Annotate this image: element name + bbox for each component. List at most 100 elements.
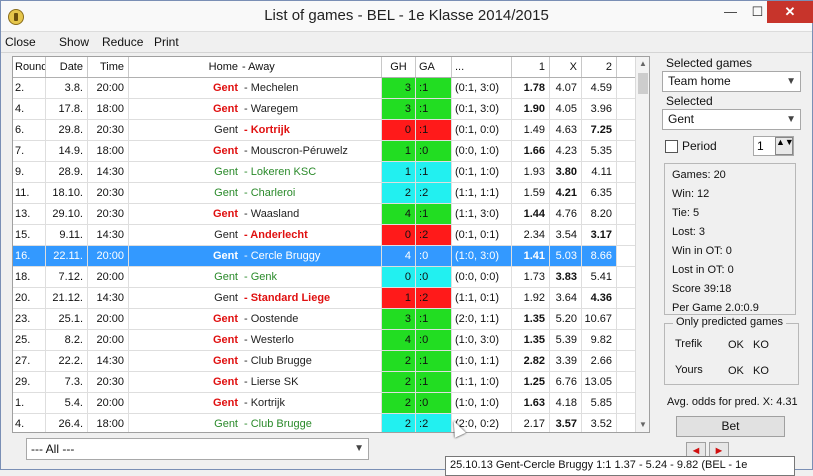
col-odds-x[interactable]: X xyxy=(550,57,582,77)
home-team-cell: Gent xyxy=(212,103,238,115)
table-row[interactable]: 2. 3.8. 20:00 Gent - Mechelen 3:1 (0:1, 3:0) 1.… xyxy=(13,78,635,99)
goals-home-cell: 0 xyxy=(382,267,416,287)
table-row[interactable]: 27. 22.2. 14:30 Gent - Club Brugge 2:1 (1:0, 1… xyxy=(13,351,635,372)
halftime-cell: (0:1, 3:0) xyxy=(452,78,512,98)
table-row[interactable]: 7. 14.9. 18:00 Gent - Mouscron-Péruwelz 1:0 (0… xyxy=(13,141,635,162)
away-team-cell: - Kortrijk xyxy=(242,120,382,140)
col-ga[interactable]: GA xyxy=(416,57,452,77)
col-round[interactable]: Round xyxy=(13,57,46,77)
table-row[interactable]: 6. 29.8. 20:30 Gent - Kortrijk 0:1 (0:1, 0:0) 1… xyxy=(13,120,635,141)
menu-close[interactable]: Close xyxy=(5,35,36,49)
yours-ok: OK xyxy=(728,365,744,377)
table-row[interactable]: 4. 17.8. 18:00 Gent - Waregem 3:1 (0:1, 3:0) 1.… xyxy=(13,99,635,120)
odds-x-cell: 3.83 xyxy=(550,267,582,287)
period-checkbox[interactable] xyxy=(665,140,678,153)
col-odds-2[interactable]: 2 xyxy=(582,57,617,77)
date-cell: 18.10. xyxy=(46,183,88,203)
stat-per-game: Per Game 2.0:0.9 xyxy=(672,302,759,314)
date-cell: 3.8. xyxy=(46,78,88,98)
col-away[interactable]: - Away xyxy=(242,57,382,77)
table-row[interactable]: 23. 25.1. 20:00 Gent - Oostende 3:1 (2:0, 1:1)… xyxy=(13,309,635,330)
goals-away-cell: :0 xyxy=(416,393,452,413)
goals-away-cell: :1 xyxy=(416,162,452,182)
time-cell: 20:00 xyxy=(88,330,129,350)
maximize-button[interactable]: ☐ xyxy=(751,4,764,19)
halftime-cell: (0:1, 1:0) xyxy=(452,162,512,182)
tooltip: 25.10.13 Gent-Cercle Bruggy 1:1 1.37 - 5… xyxy=(445,456,795,476)
away-team-cell: - Lokeren KSC xyxy=(242,162,382,182)
table-row[interactable]: 15. 9.11. 14:30 Gent - Anderlecht 0:2 (0:1, 0:… xyxy=(13,225,635,246)
table-row[interactable]: 1. 5.4. 20:00 Gent - Kortrijk 2:0 (1:0, 1:0) 1.… xyxy=(13,393,635,414)
round-cell: 2. xyxy=(13,78,46,98)
app-icon[interactable] xyxy=(8,9,24,25)
scroll-up-icon[interactable]: ▲ xyxy=(639,59,647,68)
goals-home-cell: 2 xyxy=(382,393,416,413)
filter-value: --- All --- xyxy=(31,442,75,456)
table-row[interactable]: 9. 28.9. 14:30 Gent - Lokeren KSC 1:1 (0:1, 1:… xyxy=(13,162,635,183)
odds-2-cell: 5.35 xyxy=(582,141,617,161)
filter-dropdown[interactable]: --- All --- ▼ xyxy=(26,438,369,460)
spin-arrows-icon[interactable]: ▲▼ xyxy=(775,137,794,155)
minimize-button[interactable]: — xyxy=(724,4,737,19)
col-home[interactable]: Home xyxy=(208,61,238,73)
menu-reduce[interactable]: Reduce xyxy=(102,35,144,49)
round-cell: 29. xyxy=(13,372,46,392)
col-halftime[interactable]: ... xyxy=(452,57,512,77)
title-bar: List of games - BEL - 1e Klasse 2014/201… xyxy=(1,1,813,32)
round-cell: 9. xyxy=(13,162,46,182)
col-date[interactable]: Date xyxy=(46,57,88,77)
scroll-down-icon[interactable]: ▼ xyxy=(639,420,647,429)
time-cell: 20:30 xyxy=(88,204,129,224)
predicted-games-title: Only predicted games xyxy=(673,316,786,328)
menu-show[interactable]: Show xyxy=(59,35,90,49)
table-row[interactable]: 4. 26.4. 18:00 Gent - Club Brugge 2:2 (2:0, 0:… xyxy=(13,414,635,432)
date-cell: 25.1. xyxy=(46,309,88,329)
selected-games-dropdown[interactable]: Team home ▼ xyxy=(662,71,801,92)
close-window-button[interactable]: ✕ xyxy=(767,1,813,23)
bet-button[interactable]: Bet xyxy=(676,416,785,437)
selected-team-dropdown[interactable]: Gent ▼ xyxy=(662,109,801,130)
next-arrow-icon[interactable]: ► xyxy=(709,442,729,460)
table-row[interactable]: 20. 21.12. 14:30 Gent - Standard Liege 1:2 (1:… xyxy=(13,288,635,309)
odds-x-cell: 4.05 xyxy=(550,99,582,119)
away-team-cell: - Kortrijk xyxy=(242,393,382,413)
odds-1-cell: 1.25 xyxy=(512,372,550,392)
table-scrollbar[interactable]: ▲ ▼ xyxy=(635,57,649,432)
games-table[interactable]: Round Date Time Home - Away GH GA ... 1 … xyxy=(12,56,650,433)
table-row[interactable]: 11. 18.10. 20:30 Gent - Charleroi 2:2 (1:1, 1:… xyxy=(13,183,635,204)
table-row[interactable]: 18. 7.12. 20:00 Gent - Genk 0:0 (0:0, 0:0) 1.73… xyxy=(13,267,635,288)
selected-label: Selected xyxy=(666,94,713,108)
table-row[interactable]: 16. 22.11. 20:00 Gent - Cercle Bruggy 4:0 (1:0… xyxy=(13,246,635,267)
time-cell: 14:30 xyxy=(88,162,129,182)
time-cell: 18:00 xyxy=(88,141,129,161)
goals-home-cell: 4 xyxy=(382,204,416,224)
menu-separator xyxy=(1,52,812,53)
col-odds-1[interactable]: 1 xyxy=(512,57,550,77)
odds-2-cell: 13.05 xyxy=(582,372,617,392)
round-cell: 27. xyxy=(13,351,46,371)
odds-2-cell: 3.96 xyxy=(582,99,617,119)
goals-home-cell: 3 xyxy=(382,99,416,119)
odds-1-cell: 1.49 xyxy=(512,120,550,140)
table-row[interactable]: 29. 7.3. 20:30 Gent - Lierse SK 2:1 (1:1, 1:0)… xyxy=(13,372,635,393)
goals-away-cell: :1 xyxy=(416,99,452,119)
halftime-cell: (0:0, 1:0) xyxy=(452,141,512,161)
odds-2-cell: 3.17 xyxy=(582,225,617,245)
odds-x-cell: 3.39 xyxy=(550,351,582,371)
col-gh[interactable]: GH xyxy=(382,57,416,77)
halftime-cell: (1:0, 1:0) xyxy=(452,393,512,413)
trefik-ko: KO xyxy=(753,339,769,351)
home-team-cell: Gent xyxy=(212,334,238,346)
away-team-cell: - Genk xyxy=(242,267,382,287)
date-cell: 7.3. xyxy=(46,372,88,392)
goals-home-cell: 3 xyxy=(382,309,416,329)
window-title: List of games - BEL - 1e Klasse 2014/201… xyxy=(264,7,549,24)
col-time[interactable]: Time xyxy=(88,57,129,77)
time-cell: 14:30 xyxy=(88,225,129,245)
period-label: Period xyxy=(682,139,717,153)
scroll-thumb[interactable] xyxy=(638,73,648,94)
table-row[interactable]: 13. 29.10. 20:30 Gent - Waasland 4:1 (1:1, 3:0… xyxy=(13,204,635,225)
menu-print[interactable]: Print xyxy=(154,35,179,49)
table-row[interactable]: 25. 8.2. 20:00 Gent - Westerlo 4:0 (1:0, 3:0) 1… xyxy=(13,330,635,351)
avg-odds-text: Avg. odds for pred. X: 4.31 xyxy=(667,396,798,408)
